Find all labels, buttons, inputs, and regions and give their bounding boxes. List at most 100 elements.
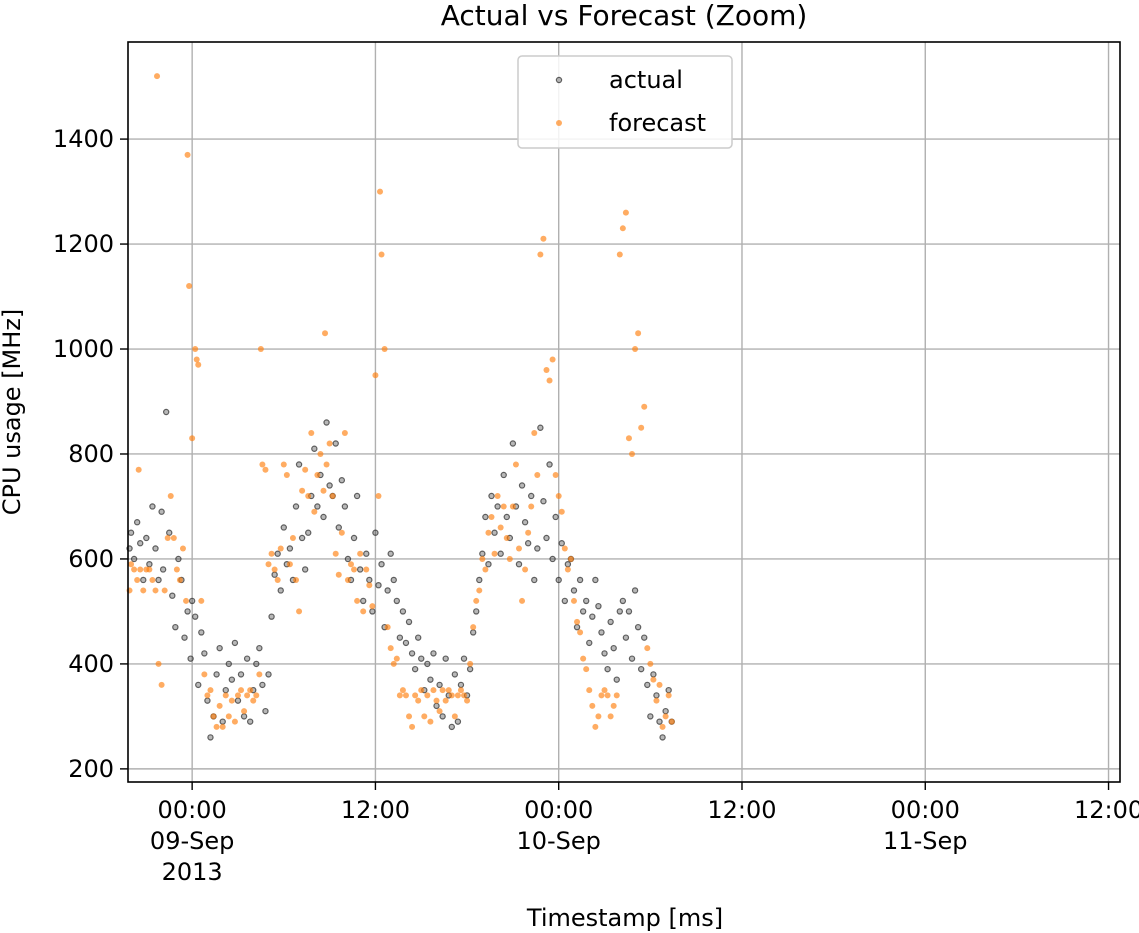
forecast-point <box>427 718 434 725</box>
forecast-point <box>283 471 290 478</box>
actual-point <box>653 692 660 699</box>
forecast-point <box>176 576 183 583</box>
actual-point <box>274 550 281 557</box>
actual-point <box>372 529 379 536</box>
actual-point <box>399 608 407 615</box>
actual-point <box>201 650 208 657</box>
actual-point <box>363 550 370 557</box>
forecast-point <box>335 571 342 578</box>
data-points <box>126 73 675 741</box>
chart-title: Actual vs Forecast (Zoom) <box>441 0 808 32</box>
actual-point <box>665 686 672 694</box>
actual-point <box>187 655 194 662</box>
x-tick-label: 00:00 <box>891 796 960 824</box>
forecast-point <box>537 251 544 258</box>
forecast-point <box>184 151 191 158</box>
forecast-point <box>317 450 324 457</box>
forecast-point <box>250 697 257 704</box>
forecast-point <box>322 330 329 337</box>
actual-point <box>650 671 657 678</box>
forecast-point <box>561 545 568 552</box>
forecast-point <box>207 687 214 694</box>
actual-point <box>448 723 455 731</box>
forecast-point <box>656 681 663 688</box>
forecast-point <box>461 692 468 699</box>
actual-point <box>344 555 352 563</box>
actual-point <box>573 623 581 631</box>
actual-point <box>323 419 330 426</box>
forecast-point <box>170 534 177 541</box>
actual-point <box>155 576 162 584</box>
forecast-point <box>360 608 367 615</box>
forecast-point <box>234 692 241 699</box>
actual-point <box>570 587 578 594</box>
forecast-point <box>314 471 321 478</box>
actual-point <box>332 440 339 447</box>
forecast-point <box>662 713 669 720</box>
actual-point <box>298 534 306 542</box>
forecast-point <box>329 492 336 499</box>
actual-point <box>622 634 630 641</box>
forecast-point <box>155 660 162 667</box>
x-tick-label: 00:00 <box>158 796 227 824</box>
x-tick-label: 09-Sep <box>150 827 234 855</box>
forecast-point <box>583 666 590 673</box>
actual-point <box>637 665 645 673</box>
actual-point <box>341 503 349 510</box>
actual-point <box>243 655 251 662</box>
forecast-point <box>131 566 138 573</box>
actual-point <box>552 513 559 521</box>
actual-point <box>231 639 239 647</box>
forecast-point <box>259 461 266 468</box>
forecast-point <box>406 713 413 720</box>
actual-point <box>143 534 150 542</box>
forecast-point <box>341 429 348 436</box>
forecast-point <box>296 608 303 615</box>
forecast-point <box>154 73 161 80</box>
forecast-point <box>641 403 648 410</box>
forecast-point <box>485 529 492 536</box>
forecast-point <box>448 692 455 699</box>
actual-point <box>234 697 242 704</box>
actual-point <box>418 655 425 662</box>
actual-point <box>518 482 526 489</box>
actual-point <box>473 608 480 615</box>
forecast-point <box>525 529 532 536</box>
forecast-point <box>167 492 174 499</box>
actual-point <box>405 618 413 626</box>
forecast-point <box>366 582 373 589</box>
actual-point <box>240 713 248 720</box>
actual-point <box>265 671 272 678</box>
forecast-point <box>512 461 519 468</box>
actual-point <box>641 634 648 641</box>
forecast-point <box>286 561 293 568</box>
actual-point <box>534 545 541 552</box>
actual-point <box>169 592 176 599</box>
actual-point <box>625 608 633 615</box>
forecast-point <box>439 687 446 694</box>
forecast-point <box>424 692 431 699</box>
actual-point <box>537 424 544 431</box>
actual-point <box>253 660 260 668</box>
actual-point <box>402 639 410 647</box>
actual-point <box>292 503 300 510</box>
forecast-point <box>390 660 397 667</box>
legend-box <box>517 55 733 149</box>
actual-point <box>181 634 188 641</box>
actual-point <box>326 482 333 489</box>
forecast-point <box>338 529 345 536</box>
forecast-point <box>488 513 495 520</box>
forecast-point <box>613 692 620 699</box>
forecast-point <box>149 576 156 583</box>
actual-point <box>439 713 446 720</box>
forecast-point <box>522 566 529 573</box>
forecast-point <box>409 723 416 730</box>
forecast-point <box>146 566 153 573</box>
forecast-point <box>399 687 406 694</box>
actual-point <box>485 560 492 568</box>
forecast-point <box>464 697 471 704</box>
actual-point <box>528 492 535 500</box>
actual-point <box>175 555 182 563</box>
actual-point <box>216 644 223 652</box>
